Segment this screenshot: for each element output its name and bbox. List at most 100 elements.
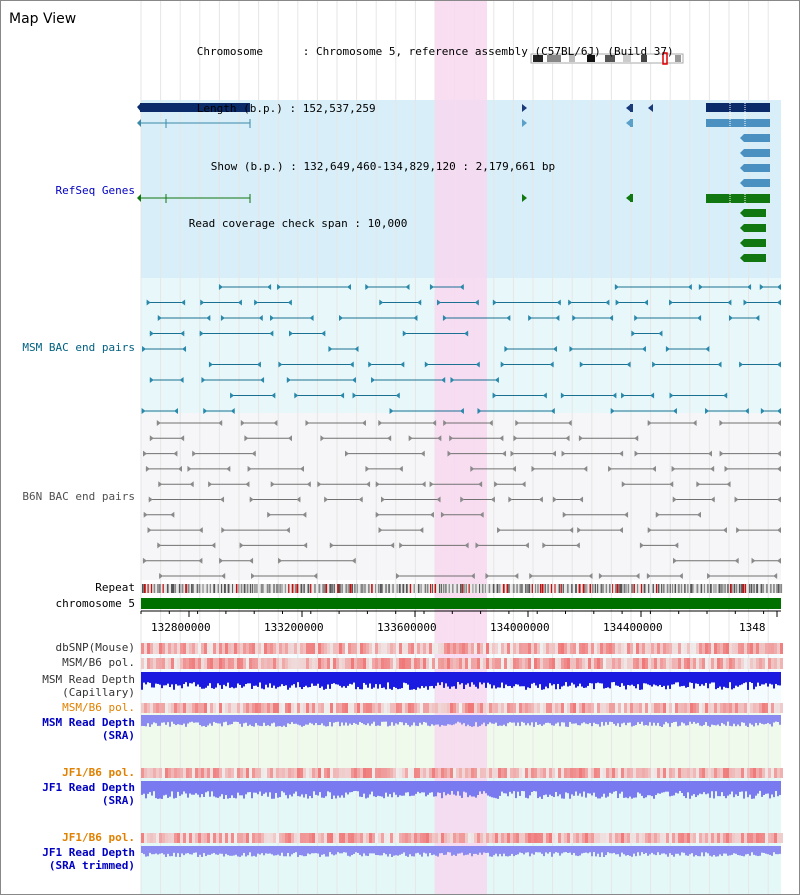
chromosome-ideogram[interactable] (530, 52, 684, 65)
heat-cell (249, 658, 252, 669)
heat-cell (210, 643, 213, 654)
heat-cell (639, 643, 642, 654)
depth-bar (315, 781, 317, 795)
heat-cell (156, 643, 159, 654)
depth-bar (497, 846, 499, 857)
depth-bar (367, 672, 369, 688)
heat-cell (450, 703, 453, 713)
heat-cell (663, 703, 666, 713)
depth-bar (547, 715, 549, 723)
depth-bar (487, 672, 489, 683)
bac-end-marker (320, 435, 325, 442)
heat-cell (282, 833, 285, 843)
depth-bar (269, 672, 271, 684)
depth-bar (575, 672, 577, 688)
refseq-genes[interactable] (137, 103, 770, 262)
repeat-mark (281, 584, 283, 593)
heat-cell (624, 658, 627, 669)
heat-cell (318, 658, 321, 669)
depth-bar (523, 715, 525, 723)
heat-cell (663, 658, 666, 669)
heat-cell (405, 643, 408, 654)
repeat-mark (452, 584, 454, 593)
highlight-region (435, 1, 487, 894)
heat-cell (579, 768, 582, 778)
heat-cell (645, 833, 648, 843)
depth-bar (497, 715, 499, 726)
heat-cell (174, 643, 177, 654)
bac-end-marker (569, 527, 574, 534)
bac-end-marker (651, 465, 656, 472)
repeat-mark (296, 584, 299, 593)
depth-bar (349, 846, 351, 857)
heat-cell (624, 833, 627, 843)
bac-end-marker (429, 511, 434, 518)
heat-cell (738, 833, 741, 843)
depth-bar (285, 715, 287, 727)
heat-cell (564, 833, 567, 843)
heat-cell (150, 768, 153, 778)
bac-end-marker (621, 481, 626, 488)
heat-cell (414, 643, 417, 654)
depth-bar (685, 672, 687, 688)
b6n-bac-pairs[interactable] (142, 420, 781, 579)
bac-end-marker (230, 392, 235, 399)
heat-cell (630, 833, 633, 843)
depth-bar (587, 781, 589, 794)
depth-bar (211, 672, 213, 689)
repeat-mark (442, 584, 445, 593)
heat-cell (513, 833, 516, 843)
depth-bar (477, 846, 479, 855)
depth-bar (641, 715, 643, 722)
msm-bac-pairs[interactable] (141, 284, 781, 414)
msm-depth-sra-label: MSM Read Depth (SRA) (1, 716, 135, 742)
depth-bar (369, 715, 371, 726)
heat-cell (183, 658, 186, 669)
axis-tick-label: 133600000 (377, 621, 437, 634)
depth-bar (429, 846, 431, 853)
heat-cell (540, 643, 543, 654)
heat-cell (237, 658, 240, 669)
bac-end-marker (328, 346, 333, 352)
heat-cell (570, 768, 573, 778)
depth-bar (723, 672, 725, 687)
heat-cell (321, 768, 324, 778)
heat-cell (471, 833, 474, 843)
bac-end-marker (317, 481, 322, 488)
heat-cell (510, 768, 513, 778)
bac-end-marker (432, 420, 437, 426)
repeat-mark (666, 584, 669, 593)
heat-cell (693, 833, 696, 843)
heat-cell (483, 643, 486, 654)
heat-cell (276, 643, 279, 654)
heat-cell (207, 658, 210, 669)
depth-bar (697, 672, 699, 684)
depth-bar (733, 715, 735, 724)
depth-bar (187, 846, 189, 854)
bac-end-marker (575, 542, 580, 549)
bac-end-marker (352, 392, 357, 399)
bac-end-marker (199, 330, 204, 337)
depth-bar (173, 781, 175, 799)
depth-bar (671, 715, 673, 723)
depth-bar (145, 715, 147, 727)
heat-cell (666, 833, 669, 843)
bac-end-marker (206, 315, 211, 321)
depth-bar (643, 715, 645, 726)
depth-bar (557, 715, 559, 723)
depth-bar (445, 846, 447, 855)
bac-end-marker (173, 450, 178, 457)
depth-bar (313, 672, 315, 686)
depth-bar (355, 715, 357, 724)
bac-end-marker (577, 527, 582, 534)
depth-bar (329, 846, 331, 853)
depth-bar (259, 781, 261, 792)
depth-bar (679, 715, 681, 726)
depth-bar (249, 715, 251, 725)
heat-cell (525, 658, 528, 669)
depth-bar (543, 715, 545, 725)
depth-bar (151, 715, 153, 725)
bac-end-marker (429, 481, 434, 488)
depth-bar (433, 781, 435, 797)
